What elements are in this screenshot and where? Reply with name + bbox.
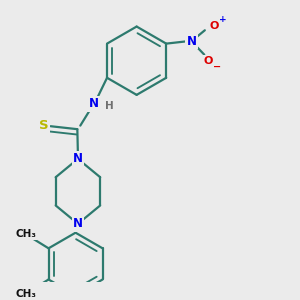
Text: −: − (213, 62, 221, 72)
Text: N: N (73, 217, 83, 230)
Text: +: + (219, 15, 227, 24)
Text: S: S (39, 118, 49, 131)
Text: H: H (105, 101, 113, 111)
Text: CH₃: CH₃ (15, 290, 36, 299)
Text: N: N (73, 152, 83, 165)
Text: CH₃: CH₃ (15, 229, 36, 239)
Text: O: O (203, 56, 213, 66)
Text: N: N (89, 98, 99, 110)
Text: O: O (210, 21, 219, 31)
Text: N: N (187, 35, 196, 48)
